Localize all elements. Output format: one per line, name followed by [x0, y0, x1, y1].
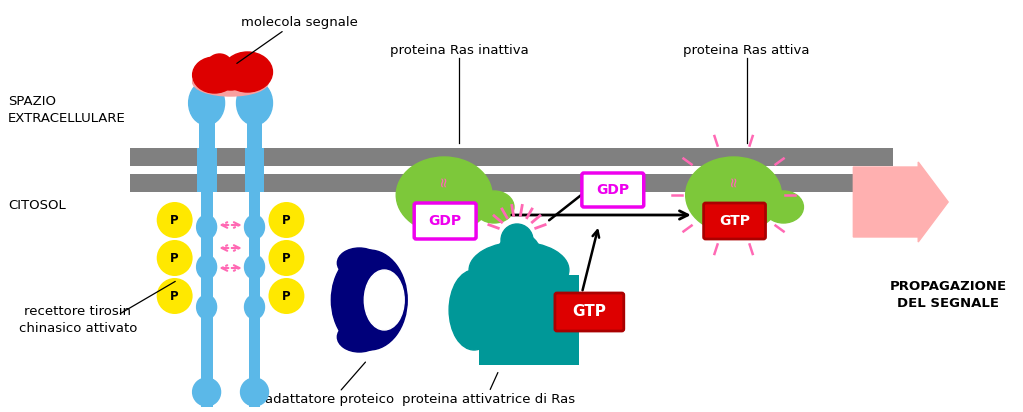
Bar — [479, 275, 579, 365]
Ellipse shape — [223, 52, 272, 92]
Ellipse shape — [522, 305, 566, 355]
Circle shape — [268, 278, 305, 314]
Bar — [196, 148, 217, 192]
Ellipse shape — [196, 215, 217, 239]
Ellipse shape — [685, 157, 782, 233]
Text: molecola segnale: molecola segnale — [241, 16, 358, 28]
Ellipse shape — [396, 157, 492, 233]
Bar — [130, 174, 893, 192]
Ellipse shape — [240, 378, 268, 406]
Ellipse shape — [192, 68, 268, 96]
Circle shape — [157, 278, 192, 314]
Text: CITOSOL: CITOSOL — [8, 199, 65, 211]
Text: P: P — [171, 251, 179, 265]
Text: ≈: ≈ — [724, 177, 743, 187]
Text: P: P — [282, 251, 291, 265]
Text: ≈: ≈ — [435, 177, 453, 187]
Ellipse shape — [192, 57, 236, 93]
Ellipse shape — [196, 255, 217, 279]
Ellipse shape — [188, 81, 225, 125]
Ellipse shape — [763, 191, 803, 223]
Ellipse shape — [364, 270, 404, 330]
Bar — [130, 148, 893, 166]
Text: SPAZIO
EXTRACELLULARE: SPAZIO EXTRACELLULARE — [8, 95, 126, 125]
Bar — [249, 192, 261, 407]
Text: adattatore proteico: adattatore proteico — [265, 393, 394, 407]
Ellipse shape — [208, 54, 231, 74]
Ellipse shape — [470, 242, 569, 298]
Text: proteina Ras inattiva: proteina Ras inattiva — [390, 44, 529, 56]
Circle shape — [268, 240, 305, 276]
Ellipse shape — [449, 270, 499, 350]
Ellipse shape — [244, 215, 265, 239]
Circle shape — [157, 202, 192, 238]
FancyBboxPatch shape — [582, 173, 643, 207]
Ellipse shape — [474, 191, 514, 223]
Text: PROPAGAZIONE
DEL SEGNALE: PROPAGAZIONE DEL SEGNALE — [890, 280, 1007, 310]
Ellipse shape — [244, 255, 265, 279]
Bar — [198, 103, 215, 150]
FancyBboxPatch shape — [554, 293, 624, 331]
Text: P: P — [171, 213, 179, 227]
FancyBboxPatch shape — [414, 203, 476, 239]
Text: GTP: GTP — [572, 304, 606, 319]
Ellipse shape — [244, 295, 265, 319]
Ellipse shape — [497, 233, 541, 277]
FancyBboxPatch shape — [704, 203, 765, 239]
Text: GTP: GTP — [719, 214, 750, 228]
Ellipse shape — [236, 81, 272, 125]
Text: recettore tirosin
chinasico attivato: recettore tirosin chinasico attivato — [18, 305, 137, 335]
Circle shape — [157, 240, 192, 276]
Ellipse shape — [331, 250, 407, 350]
Text: GDP: GDP — [596, 183, 629, 197]
Ellipse shape — [338, 248, 382, 278]
Text: P: P — [171, 290, 179, 302]
Text: P: P — [282, 213, 291, 227]
FancyArrow shape — [853, 162, 948, 242]
Bar — [244, 148, 265, 192]
Bar — [247, 103, 263, 150]
Ellipse shape — [196, 295, 217, 319]
Ellipse shape — [501, 224, 533, 256]
Text: proteina Ras attiva: proteina Ras attiva — [683, 44, 810, 56]
Ellipse shape — [213, 62, 249, 90]
Bar — [201, 192, 213, 407]
Ellipse shape — [192, 378, 221, 406]
Text: proteina attivatrice di Ras: proteina attivatrice di Ras — [402, 393, 576, 407]
Ellipse shape — [338, 322, 382, 352]
Text: P: P — [282, 290, 291, 302]
Circle shape — [268, 202, 305, 238]
Text: GDP: GDP — [429, 214, 461, 228]
